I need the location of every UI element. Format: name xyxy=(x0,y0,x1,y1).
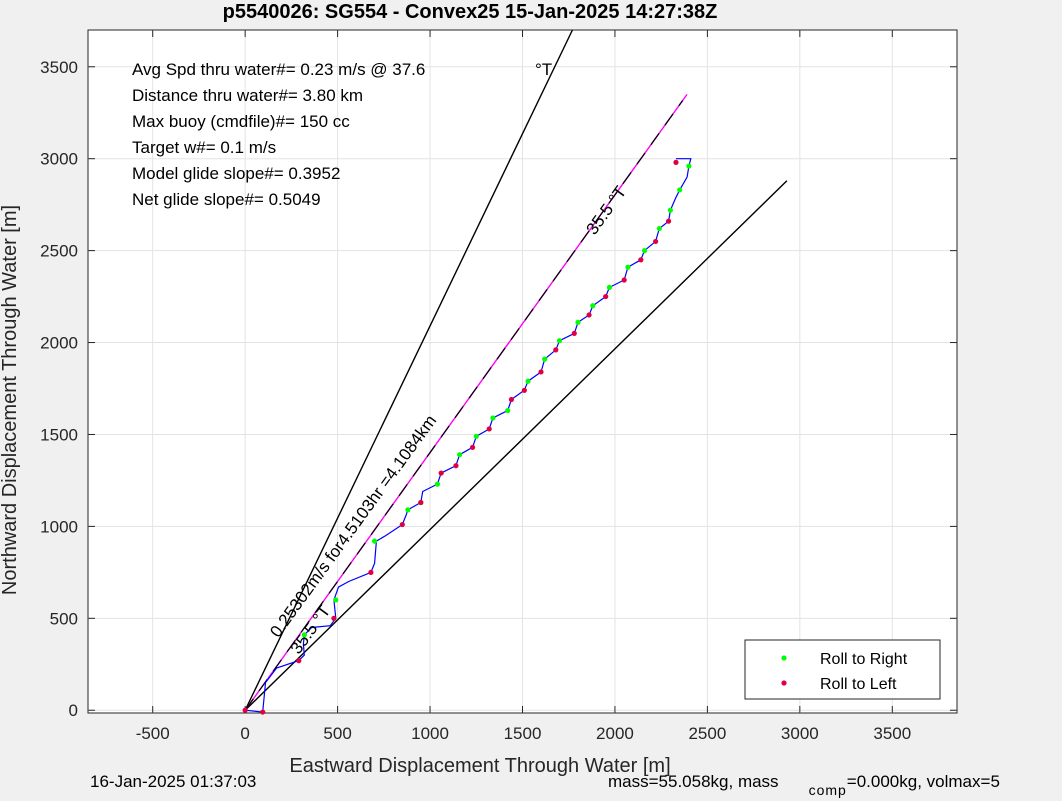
roll-left-point xyxy=(673,159,679,165)
chart-title: p5540026: SG554 - Convex25 15-Jan-2025 1… xyxy=(223,1,718,23)
roll-left-point xyxy=(508,396,515,403)
roll-right-point xyxy=(667,207,674,213)
roll-left-point xyxy=(571,330,577,336)
y-tick-label: 2000 xyxy=(40,334,78,353)
roll-right-point xyxy=(677,187,683,193)
legend-box xyxy=(744,639,941,700)
roll-left-point xyxy=(653,238,659,245)
info-line: Model glide slope#= 0.3952 xyxy=(132,164,340,183)
roll-right-point xyxy=(590,303,596,309)
bearing-bound-line xyxy=(244,29,574,711)
roll-left-point xyxy=(469,444,476,450)
roll-left-point xyxy=(260,709,266,715)
legend-marker xyxy=(781,655,787,661)
y-tick-label: 500 xyxy=(50,609,78,628)
mass-subscript: comp xyxy=(808,782,847,798)
roll-right-point xyxy=(606,284,613,290)
mass-text-b: =0.000kg, volmax=5 xyxy=(846,772,1000,791)
roll-left-point xyxy=(665,218,672,224)
legend-label: Roll to Right xyxy=(820,651,908,668)
roll-left-point xyxy=(331,615,337,621)
timestamp-footer: 16-Jan-2025 01:37:03 xyxy=(90,772,256,792)
roll-right-point xyxy=(457,452,463,458)
roll-right-point xyxy=(656,225,662,232)
legend: Roll to Right Roll to Left xyxy=(744,639,941,700)
roll-left-point xyxy=(399,521,405,528)
roll-left-point xyxy=(553,347,559,353)
axis-ticks: -500 0 500 1000 1500 2000 2500 3000 3500 0 500 1000… xyxy=(40,30,957,743)
roll-left-point xyxy=(486,426,492,432)
roll-left-point xyxy=(418,499,424,506)
info-unit: °T xyxy=(535,60,552,79)
roll-right-point xyxy=(641,248,648,254)
legend-label: Roll to Left xyxy=(820,676,897,693)
roll-right-point xyxy=(333,597,339,603)
x-tick-label: 1000 xyxy=(411,724,449,743)
roll-left-point xyxy=(638,257,644,263)
legend-marker xyxy=(781,680,787,686)
roll-right-point xyxy=(473,433,479,439)
roll-right-point xyxy=(505,407,511,414)
x-tick-label: 3500 xyxy=(873,724,911,743)
x-tick-label: 2500 xyxy=(688,724,726,743)
x-tick-label: 3000 xyxy=(781,724,819,743)
info-line: Max buoy (cmdfile)#= 150 cc xyxy=(132,112,350,131)
x-tick-label: 0 xyxy=(240,724,249,743)
roll-right-point xyxy=(542,356,548,362)
info-line: Avg Spd thru water#= 0.23 m/s @ 37.6 xyxy=(132,60,425,79)
roll-left-point xyxy=(621,277,627,283)
roll-left-point xyxy=(438,470,444,476)
y-axis-label: Northward Displacement Through Water [m] xyxy=(0,205,21,595)
bearing-bound-line xyxy=(244,180,788,711)
timestamp-text: 16-Jan-2025 01:37:03 xyxy=(90,772,257,791)
roll-right-point xyxy=(625,264,631,270)
roll-left-point xyxy=(368,569,374,575)
y-tick-label: 1500 xyxy=(40,425,78,444)
mass-text-a: mass=55.058kg, mass xyxy=(608,772,779,791)
roll-right-point xyxy=(301,632,307,638)
roll-markers xyxy=(242,159,692,715)
roll-right-point xyxy=(434,481,441,487)
info-line: Distance thru water#= 3.80 km xyxy=(132,86,363,105)
roll-right-point xyxy=(371,538,378,544)
roll-right-point xyxy=(405,507,411,513)
roll-left-point xyxy=(603,293,609,300)
roll-left-point xyxy=(242,707,248,713)
x-tick-label: 2000 xyxy=(596,724,634,743)
y-tick-label: 3000 xyxy=(40,150,78,169)
bearing-lines xyxy=(244,29,788,711)
course-dashed-line xyxy=(244,100,684,711)
info-line: Net glide slope#= 0.5049 xyxy=(132,190,321,209)
info-line: Target w#= 0.1 m/s xyxy=(132,138,276,157)
roll-right-point xyxy=(490,415,496,421)
y-tick-label: 3500 xyxy=(40,58,78,77)
y-tick-label: 2500 xyxy=(40,242,78,261)
info-text: Avg Spd thru water#= 0.23 m/s @ 37.6 Dist… xyxy=(132,60,552,209)
mass-footer: mass=55.058kg, mass comp=0.000kg, volmax=… xyxy=(608,772,1000,798)
y-tick-label: 1000 xyxy=(40,517,78,536)
roll-left-point xyxy=(521,387,527,393)
x-tick-label: -500 xyxy=(136,724,170,743)
roll-right-point xyxy=(556,338,563,344)
roll-left-point xyxy=(453,463,459,469)
y-tick-label: 0 xyxy=(69,701,78,720)
roll-right-point xyxy=(575,319,581,325)
roll-left-point xyxy=(296,658,302,664)
x-tick-label: 500 xyxy=(323,724,351,743)
roll-left-point xyxy=(586,312,592,318)
x-axis-label: Eastward Displacement Through Water [m] xyxy=(289,755,670,777)
x-tick-label: 1500 xyxy=(504,724,542,743)
roll-left-point xyxy=(538,369,544,375)
roll-right-point xyxy=(686,163,692,169)
roll-right-point xyxy=(525,378,531,384)
